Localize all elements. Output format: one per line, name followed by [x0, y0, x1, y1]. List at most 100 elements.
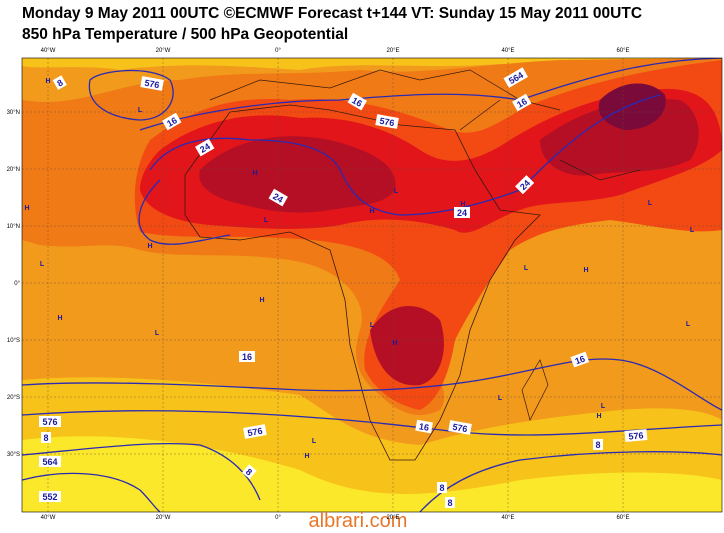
contour-label: 576: [243, 424, 267, 439]
pressure-center: H: [24, 205, 29, 212]
lon-label: 60°E: [616, 515, 629, 521]
contour-label-text: 8: [43, 433, 48, 443]
title: Monday 9 May 2011 00UTC ©ECMWF Forecast …: [22, 5, 642, 22]
contour-label-box: [454, 207, 470, 218]
contour-label: 552: [39, 491, 61, 502]
temp-region: [22, 436, 722, 512]
contour-label-text: 24: [457, 208, 467, 218]
contour-label-text: 564: [42, 457, 57, 467]
lon-label: 40°W: [41, 515, 56, 521]
pressure-center: L: [690, 227, 695, 234]
pressure-center: H: [583, 267, 588, 274]
contour-label-box: [515, 175, 535, 195]
contour-line: [22, 358, 722, 411]
contour-label-text: 8: [595, 440, 600, 450]
coastline: [209, 69, 641, 181]
pressure-center: L: [264, 217, 269, 224]
lon-label: 20°W: [156, 515, 171, 521]
contour-label-text: 576: [628, 430, 644, 441]
contour-label-box: [268, 188, 288, 207]
pressure-center: H: [45, 78, 50, 85]
contour-label-box: [445, 497, 455, 508]
lon-label: 20°E: [386, 48, 399, 54]
lat-label: 30°S: [7, 452, 20, 458]
contour-line: [88, 69, 174, 121]
contour-label-text: 8: [439, 483, 444, 493]
contour-label: 564: [39, 456, 61, 467]
temp-region: [199, 136, 396, 213]
pressure-center: H: [304, 453, 309, 460]
coastline: [184, 104, 541, 461]
pressure-center: L: [601, 403, 606, 410]
contour-label: 16: [162, 112, 182, 131]
contour-label-text: 16: [350, 95, 364, 109]
lon-label: 40°E: [501, 515, 514, 521]
contour-label-box: [437, 482, 447, 493]
contour-line: [149, 94, 661, 216]
contour-label: 8: [593, 439, 603, 450]
graticule: [22, 58, 722, 512]
contour-label: 576: [448, 420, 472, 435]
contour-label-box: [593, 439, 603, 450]
contour-label-box: [243, 424, 267, 439]
contour-line: [22, 410, 722, 436]
pressure-center: L: [40, 261, 45, 268]
contour-line: [138, 179, 231, 245]
contour-label: 16: [415, 419, 433, 434]
lon-label: 0°: [275, 515, 281, 521]
contour-label-box: [39, 416, 61, 427]
lat-label: 10°N: [7, 224, 20, 230]
lat-label: 0°: [14, 281, 20, 287]
contour-label: 8: [437, 482, 447, 493]
contour-label-text: 576: [247, 426, 264, 438]
lon-label: 0°: [275, 48, 281, 54]
pressure-center: H: [596, 413, 601, 420]
pressure-center: L: [524, 265, 529, 272]
contour-label-text: 16: [242, 352, 252, 362]
pressure-center: H: [369, 208, 374, 215]
contour-label-box: [162, 112, 182, 131]
pressure-center: L: [155, 330, 160, 337]
pressure-center: L: [498, 395, 503, 402]
contour-label-box: [140, 76, 164, 91]
lon-label: 20°W: [156, 48, 171, 54]
contour-label-box: [512, 93, 532, 112]
contour-label-text: 16: [165, 115, 179, 129]
pressure-center: L: [394, 188, 399, 195]
contour-label-box: [347, 92, 367, 111]
contour-label-text: 8: [55, 77, 64, 88]
pressure-center: L: [312, 438, 317, 445]
lat-label: 20°S: [7, 395, 20, 401]
contour-label: 576: [375, 114, 399, 129]
lat-label: 20°N: [7, 167, 20, 173]
contour-label-box: [415, 419, 433, 434]
contour-label-box: [375, 114, 399, 129]
contour-line: [139, 58, 722, 131]
contour-label: 16: [512, 93, 532, 112]
watermark: albrari.com: [309, 510, 408, 532]
contour-label-box: [39, 456, 61, 467]
contour-label: 576: [624, 429, 648, 442]
pressure-center: H: [460, 201, 465, 208]
temp-region: [540, 99, 699, 176]
contour-label-text: 8: [244, 467, 254, 478]
contour-label-text: 576: [379, 116, 396, 128]
contour-label: 576: [140, 76, 164, 91]
temp-region: [598, 83, 666, 130]
pressure-center: L: [370, 322, 375, 329]
lon-label: 40°E: [501, 48, 514, 54]
pressure-center: H: [392, 340, 397, 347]
lat-label: 30°N: [7, 110, 20, 116]
contour-label: 8: [445, 497, 455, 508]
contour-label-text: 24: [198, 141, 212, 155]
pressure-center: H: [147, 243, 152, 250]
lon-label: 20°E: [386, 515, 399, 521]
contour-label-box: [448, 420, 472, 435]
contour-label: 576: [39, 416, 61, 427]
contour-label-text: 576: [42, 417, 57, 427]
contour-label-box: [39, 491, 61, 502]
contour-label-box: [570, 351, 590, 368]
contour-label: 8: [41, 432, 51, 443]
